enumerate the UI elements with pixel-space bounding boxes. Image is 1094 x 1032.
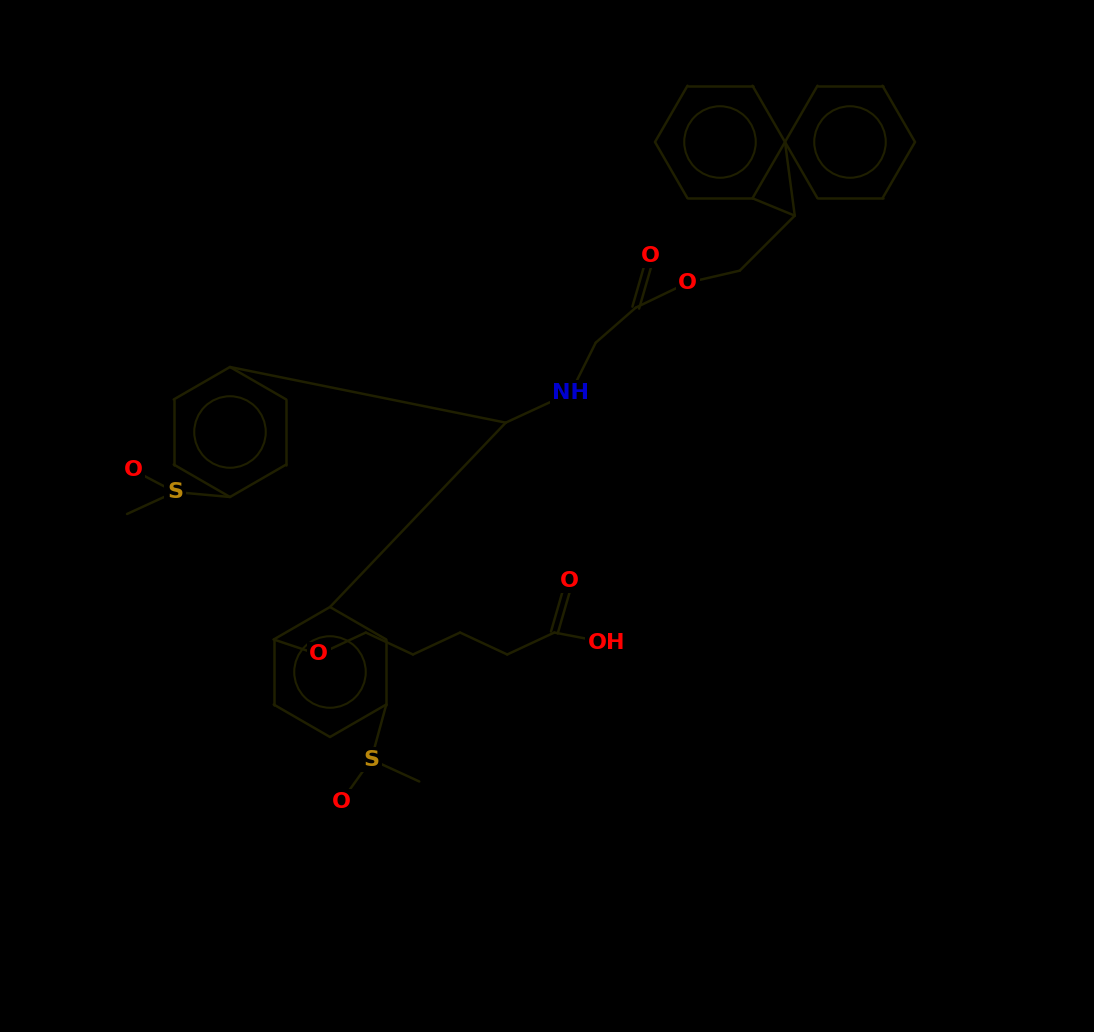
Text: O: O	[641, 246, 661, 265]
Text: O: O	[310, 645, 328, 665]
Text: OH: OH	[587, 633, 625, 652]
Text: NH: NH	[552, 383, 590, 402]
Text: S: S	[167, 482, 183, 502]
Text: O: O	[331, 792, 351, 811]
Text: O: O	[124, 460, 142, 480]
Text: O: O	[560, 571, 579, 590]
Text: O: O	[678, 272, 697, 293]
Text: S: S	[363, 749, 380, 770]
